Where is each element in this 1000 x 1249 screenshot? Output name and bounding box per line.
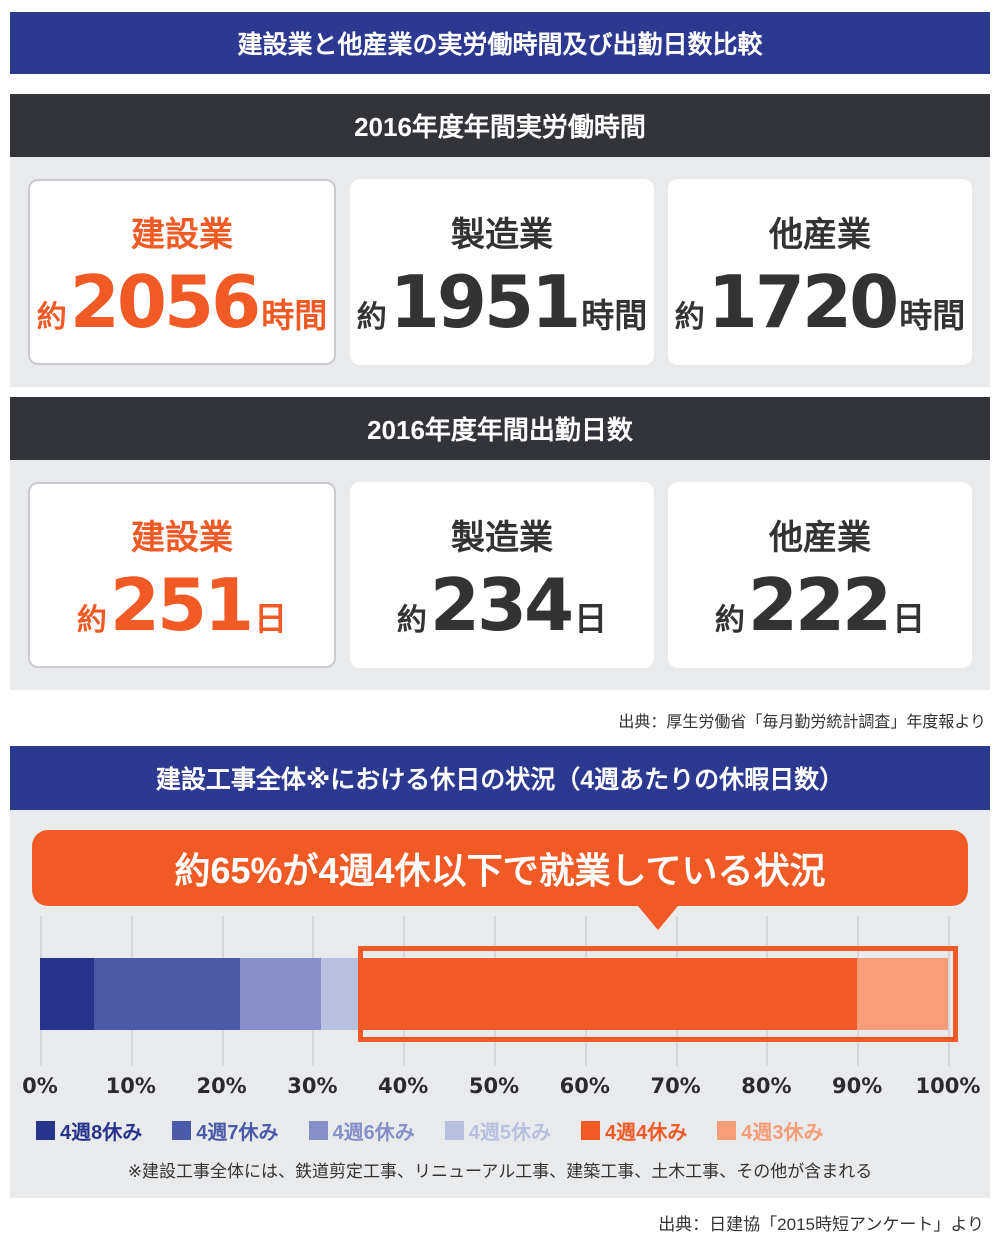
days-card-other: 他産業 約 222 日 — [668, 482, 972, 668]
x-tick-label: 80% — [741, 1074, 792, 1098]
value-unit: 時間 — [261, 296, 328, 334]
x-tick-label: 50% — [468, 1074, 520, 1098]
legend-item-4週3休み: 4週3休み — [717, 1116, 824, 1145]
card-label: 製造業 — [451, 215, 553, 254]
value-prefix: 約 — [396, 603, 427, 637]
value-unit: 日 — [892, 599, 926, 637]
legend-swatch-icon — [36, 1121, 55, 1140]
value-unit: 時間 — [899, 296, 966, 334]
page-title: 建設業と他産業の実労働時間及び出勤日数比較 — [10, 12, 990, 74]
highlight-box — [357, 946, 958, 1042]
legend-label: 4週5休み — [468, 1122, 551, 1144]
value-number: 234 — [429, 562, 574, 647]
legend-item-4週4休み: 4週4休み — [581, 1116, 687, 1145]
gridline — [948, 916, 950, 1066]
card-label: 他産業 — [769, 518, 871, 557]
legend-swatch-icon — [581, 1121, 600, 1140]
x-tick-label: 0% — [22, 1074, 58, 1098]
holiday-section: 建設工事全体※における休日の状況（4週あたりの休暇日数） 約65%が4週4休以下… — [10, 746, 990, 1249]
bar-segment-4週7休み — [94, 958, 240, 1030]
value-prefix: 約 — [36, 300, 67, 334]
banner-arrow-icon — [638, 906, 678, 930]
value-unit: 日 — [574, 599, 608, 637]
legend-item-4週8休み: 4週8休み — [36, 1116, 142, 1145]
card-value: 約 251 日 — [77, 569, 287, 641]
holiday-footnote: ※建設工事全体には、鉄道剪定工事、リニューアル工事、建築工事、土木工事、その他が… — [127, 1162, 873, 1181]
legend-label: 4週4休み — [605, 1122, 688, 1144]
source-hours: 出典：厚生労働省「毎月勤労統計調査」年度報より — [618, 714, 986, 731]
x-tick-label: 70% — [650, 1074, 701, 1098]
legend-label: 4週3休み — [741, 1122, 824, 1144]
legend-swatch-icon — [717, 1121, 737, 1140]
value-unit: 時間 — [581, 296, 648, 334]
legend: 4週8休み 4週7休み 4週6休み 4週5休み 4週4休み 4週3休み — [36, 1116, 990, 1145]
card-value: 約 1951 時間 — [357, 266, 647, 338]
holiday-section-title: 建設工事全体※における休日の状況（4週あたりの休暇日数） — [10, 746, 990, 810]
days-cards: 建設業 約 251 日 製造業 約 234 日 他産業 約 2 — [10, 460, 990, 690]
value-number: 1951 — [389, 259, 581, 344]
legend-label: 4週7休み — [196, 1122, 279, 1144]
days-card-manufacturing: 製造業 約 234 日 — [350, 482, 654, 668]
value-unit: 日 — [254, 599, 288, 637]
bar-segment-4週3休み — [857, 958, 948, 1030]
card-value: 約 234 日 — [397, 569, 607, 641]
x-tick-label: 30% — [287, 1074, 338, 1098]
hours-cards: 建設業 約 2056 時間 製造業 約 1951 時間 他産業 約 — [10, 157, 990, 387]
legend-item-4週6休み: 4週6休み — [308, 1116, 415, 1145]
card-label: 建設業 — [131, 518, 233, 557]
holiday-chart-panel: 約65%が4週4休以下で就業している状況 0% 10% 20% 30% 40% 50% 60… — [10, 810, 990, 1198]
x-tick-label: 100% — [915, 1074, 981, 1098]
holiday-banner: 約65%が4週4休以下で就業している状況 — [32, 830, 968, 906]
hours-section-title: 2016年度年間実労働時間 — [10, 94, 990, 157]
value-number: 1720 — [707, 259, 899, 344]
value-number: 2056 — [69, 259, 261, 344]
x-tick-label: 90% — [832, 1074, 883, 1098]
legend-swatch-icon — [308, 1121, 328, 1140]
bar-segment-4週5休み — [321, 958, 358, 1030]
value-prefix: 約 — [674, 300, 705, 334]
legend-item-4週5休み: 4週5休み — [444, 1116, 551, 1145]
value-number: 251 — [109, 562, 254, 647]
value-prefix: 約 — [356, 300, 387, 334]
hours-card-other: 他産業 約 1720 時間 — [668, 179, 972, 365]
legend-label: 4週8休み — [60, 1122, 143, 1144]
legend-label: 4週6休み — [332, 1122, 415, 1144]
x-tick-label: 10% — [105, 1074, 156, 1098]
card-value: 約 222 日 — [715, 569, 925, 641]
page: 建設業と他産業の実労働時間及び出勤日数比較 2016年度年間実労働時間 建設業 … — [10, 0, 990, 1249]
legend-swatch-icon — [444, 1121, 464, 1140]
x-tick-label: 20% — [196, 1074, 247, 1098]
source-holiday: 出典：日建協「2015時短アンケート」より — [658, 1215, 984, 1234]
days-section-title: 2016年度年間出勤日数 — [10, 397, 990, 460]
legend-item-4週7休み: 4週7休み — [172, 1116, 279, 1145]
x-axis: 0% 10% 20% 30% 40% 50% 60% 70% 80% 90% 100% — [22, 1074, 980, 1104]
card-label: 製造業 — [451, 518, 553, 557]
x-tick-label: 60% — [559, 1074, 610, 1098]
hours-section: 2016年度年間実労働時間 建設業 約 2056 時間 製造業 約 1951 時… — [10, 94, 990, 387]
x-tick-label: 40% — [378, 1074, 429, 1098]
value-prefix: 約 — [714, 603, 745, 637]
bar-segment-4週6休み — [239, 958, 322, 1030]
days-card-construction: 建設業 約 251 日 — [28, 482, 336, 668]
days-section: 2016年度年間出勤日数 建設業 約 251 日 製造業 約 234 日 他産業 — [10, 397, 990, 690]
value-number: 222 — [747, 562, 892, 647]
bar-segment-4週4休み — [357, 958, 858, 1030]
plot — [40, 916, 958, 1066]
stacked-bar — [40, 958, 948, 1030]
bar-segment-4週8休み — [40, 958, 95, 1030]
card-label: 他産業 — [769, 215, 871, 254]
card-value: 約 1720 時間 — [675, 266, 965, 338]
value-prefix: 約 — [76, 603, 107, 637]
hours-card-construction: 建設業 約 2056 時間 — [28, 179, 336, 365]
card-value: 約 2056 時間 — [37, 266, 327, 338]
legend-swatch-icon — [172, 1121, 192, 1140]
card-label: 建設業 — [131, 215, 233, 254]
hours-card-manufacturing: 製造業 約 1951 時間 — [350, 179, 654, 365]
